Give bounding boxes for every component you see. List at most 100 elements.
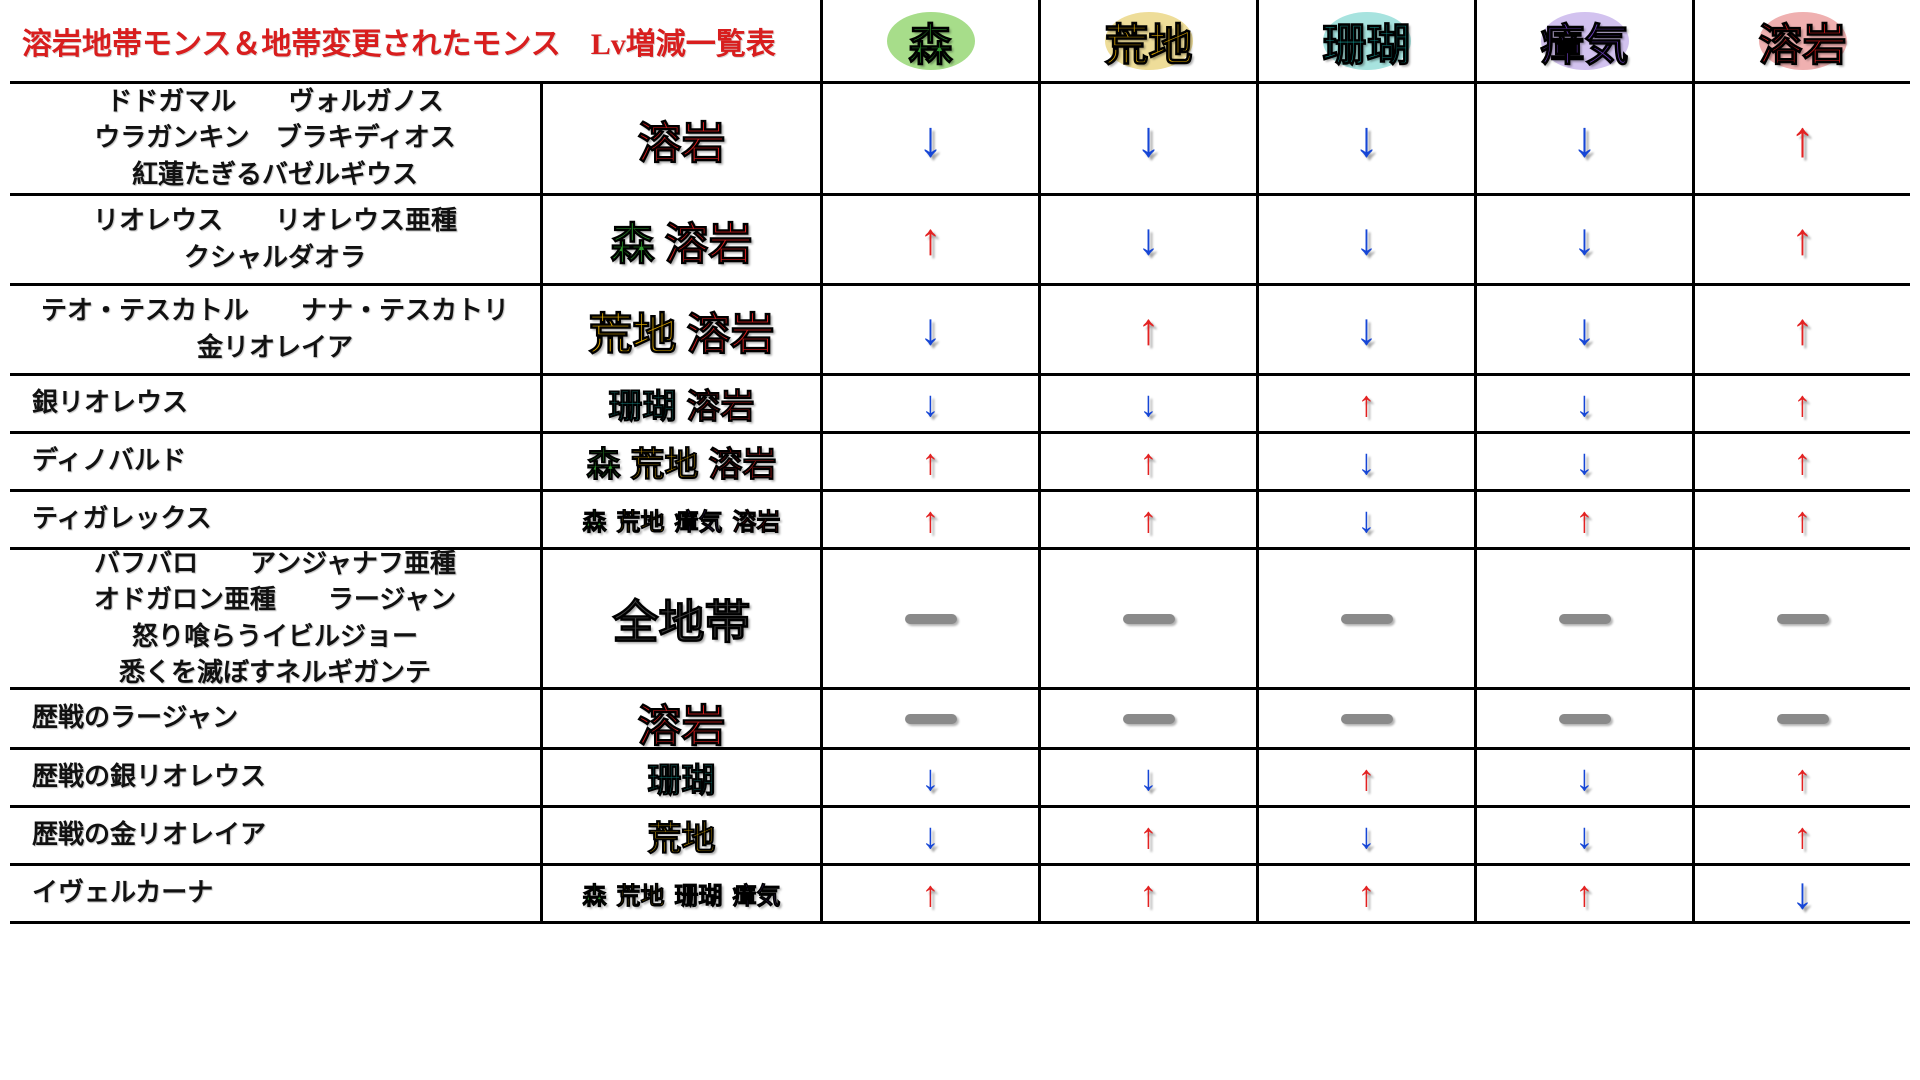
table-row: イヴェルカーナ森荒地珊瑚瘴気↑↑↑↑↓ xyxy=(10,866,1910,924)
value-cell: ↓ xyxy=(1474,750,1692,805)
col-header-miasma: 瘴気 xyxy=(1474,0,1692,84)
monsters-cell: 歴戦の銀リオレウス xyxy=(10,750,540,805)
col-header-forest: 森 xyxy=(820,0,1038,84)
value-cell: ↓ xyxy=(1474,376,1692,431)
value-cell: ↓ xyxy=(1474,196,1692,283)
arrow-down-icon: ↓ xyxy=(920,308,942,352)
value-cell: ↓ xyxy=(1474,434,1692,489)
value-cell: ↑ xyxy=(1038,286,1256,373)
arrow-up-icon: ↑ xyxy=(922,444,940,480)
value-cell: ↓ xyxy=(1474,808,1692,863)
habitat-cell: 珊瑚溶岩 xyxy=(540,376,820,431)
habitat-cell: 珊瑚 xyxy=(540,750,820,805)
value-cell xyxy=(820,550,1038,687)
monster-name: 金リオレイア xyxy=(197,330,353,366)
dash-icon xyxy=(1777,714,1829,724)
arrow-up-icon: ↑ xyxy=(1576,876,1594,912)
habitat-label-waste: 荒地 xyxy=(617,502,665,537)
monsters-cell: 歴戦の金リオレイア xyxy=(10,808,540,863)
table-row: 銀リオレウス珊瑚溶岩↓↓↑↓↑ xyxy=(10,376,1910,434)
habitat-cell: 森荒地珊瑚瘴気 xyxy=(540,866,820,921)
habitat-label-all: 全地帯 xyxy=(613,586,751,652)
value-cell: ↓ xyxy=(1038,196,1256,283)
habitat-label-waste: 荒地 xyxy=(648,811,716,860)
arrow-up-icon: ↑ xyxy=(1140,444,1158,480)
monster-name: 歴戦の銀リオレウス xyxy=(32,759,266,795)
value-cell: ↑ xyxy=(820,866,1038,921)
habitat-cell: 溶岩 xyxy=(540,84,820,193)
arrow-down-icon: ↓ xyxy=(922,818,940,854)
value-cell xyxy=(1256,690,1474,747)
monster-name: 歴戦のラージャン xyxy=(32,700,238,736)
table-row: バフバロ アンジャナフ亜種オドガロン亜種 ラージャン怒り喰らうイビルジョー悉くを… xyxy=(10,550,1910,690)
table-row: 歴戦の金リオレイア荒地↓↑↓↓↑ xyxy=(10,808,1910,866)
table-row: ディノバルド森荒地溶岩↑↑↓↓↑ xyxy=(10,434,1910,492)
arrow-up-icon: ↑ xyxy=(1790,114,1815,164)
value-cell: ↑ xyxy=(1256,866,1474,921)
dash-icon xyxy=(1777,614,1829,624)
value-cell: ↑ xyxy=(1692,434,1910,489)
habitat-label-lava: 溶岩 xyxy=(733,502,781,537)
monster-name: 悉くを滅ぼすネルギガンテ xyxy=(119,655,431,691)
value-cell: ↓ xyxy=(1256,434,1474,489)
monsters-cell: 銀リオレウス xyxy=(10,376,540,431)
table-body: ドドガマル ヴォルガノスウラガンキン ブラキディオス紅蓮たぎるバゼルギウス溶岩↓… xyxy=(10,84,1910,924)
value-cell: ↓ xyxy=(1692,866,1910,921)
monster-name: テオ・テスカトル ナナ・テスカトリ xyxy=(41,293,509,329)
arrow-down-icon: ↓ xyxy=(1792,872,1814,916)
dash-icon xyxy=(1559,714,1611,724)
habitat-cell: 荒地溶岩 xyxy=(540,286,820,373)
arrow-down-icon: ↓ xyxy=(1356,308,1378,352)
arrow-up-icon: ↑ xyxy=(922,502,940,538)
table-row: 歴戦のラージャン溶岩 xyxy=(10,690,1910,750)
value-cell xyxy=(1038,690,1256,747)
value-cell: ↓ xyxy=(1256,84,1474,193)
value-cell xyxy=(1256,550,1474,687)
arrow-down-icon: ↓ xyxy=(1140,760,1158,796)
value-cell: ↓ xyxy=(1256,492,1474,547)
dash-icon xyxy=(1341,614,1393,624)
arrow-down-icon: ↓ xyxy=(1576,760,1594,796)
value-cell: ↑ xyxy=(1692,808,1910,863)
table-row: テオ・テスカトル ナナ・テスカトリ金リオレイア荒地溶岩↓↑↓↓↑ xyxy=(10,286,1910,376)
monsters-cell: イヴェルカーナ xyxy=(10,866,540,921)
arrow-up-icon: ↑ xyxy=(1576,502,1594,538)
dash-icon xyxy=(1559,614,1611,624)
monster-name: オドガロン亜種 ラージャン xyxy=(94,582,456,618)
value-cell: ↑ xyxy=(1038,492,1256,547)
value-cell: ↑ xyxy=(1038,808,1256,863)
table-row: ティガレックス森荒地瘴気溶岩↑↑↓↑↑ xyxy=(10,492,1910,550)
habitat-label-waste: 荒地 xyxy=(617,876,665,911)
value-cell: ↓ xyxy=(1038,750,1256,805)
value-cell: ↓ xyxy=(820,84,1038,193)
monster-name: リオレウス リオレウス亜種 xyxy=(93,203,457,239)
habitat-label-miasma: 瘴気 xyxy=(675,502,723,537)
dash-icon xyxy=(1341,714,1393,724)
monster-name: 銀リオレウス xyxy=(32,385,188,421)
page-title: 溶岩地帯モンス＆地帯変更されたモンス Lv増減一覧表 xyxy=(10,0,820,84)
habitat-label-waste: 荒地 xyxy=(589,298,677,362)
habitat-cell: 全地帯 xyxy=(540,550,820,687)
monsters-cell: 歴戦のラージャン xyxy=(10,690,540,747)
value-cell xyxy=(1474,690,1692,747)
arrow-down-icon: ↓ xyxy=(1358,502,1376,538)
arrow-up-icon: ↑ xyxy=(922,876,940,912)
habitat-cell: 森荒地溶岩 xyxy=(540,434,820,489)
habitat-label-lava: 溶岩 xyxy=(638,690,726,754)
monster-name: 紅蓮たぎるバゼルギウス xyxy=(132,157,418,193)
zone-badge-forest: 森 xyxy=(887,12,975,70)
habitat-label-forest: 森 xyxy=(587,437,621,486)
habitat-label-lava: 溶岩 xyxy=(665,208,753,272)
habitat-label-lava: 溶岩 xyxy=(638,107,726,171)
value-cell: ↑ xyxy=(1692,750,1910,805)
habitat-label-lava: 溶岩 xyxy=(687,298,775,362)
habitat-label-coral: 珊瑚 xyxy=(675,876,723,911)
dash-icon xyxy=(1123,714,1175,724)
arrow-down-icon: ↓ xyxy=(1140,386,1158,422)
value-cell xyxy=(1692,690,1910,747)
arrow-up-icon: ↑ xyxy=(1138,308,1160,352)
arrow-down-icon: ↓ xyxy=(1574,308,1596,352)
monsters-cell: リオレウス リオレウス亜種クシャルダオラ xyxy=(10,196,540,283)
arrow-up-icon: ↑ xyxy=(1794,818,1812,854)
arrow-down-icon: ↓ xyxy=(918,114,943,164)
